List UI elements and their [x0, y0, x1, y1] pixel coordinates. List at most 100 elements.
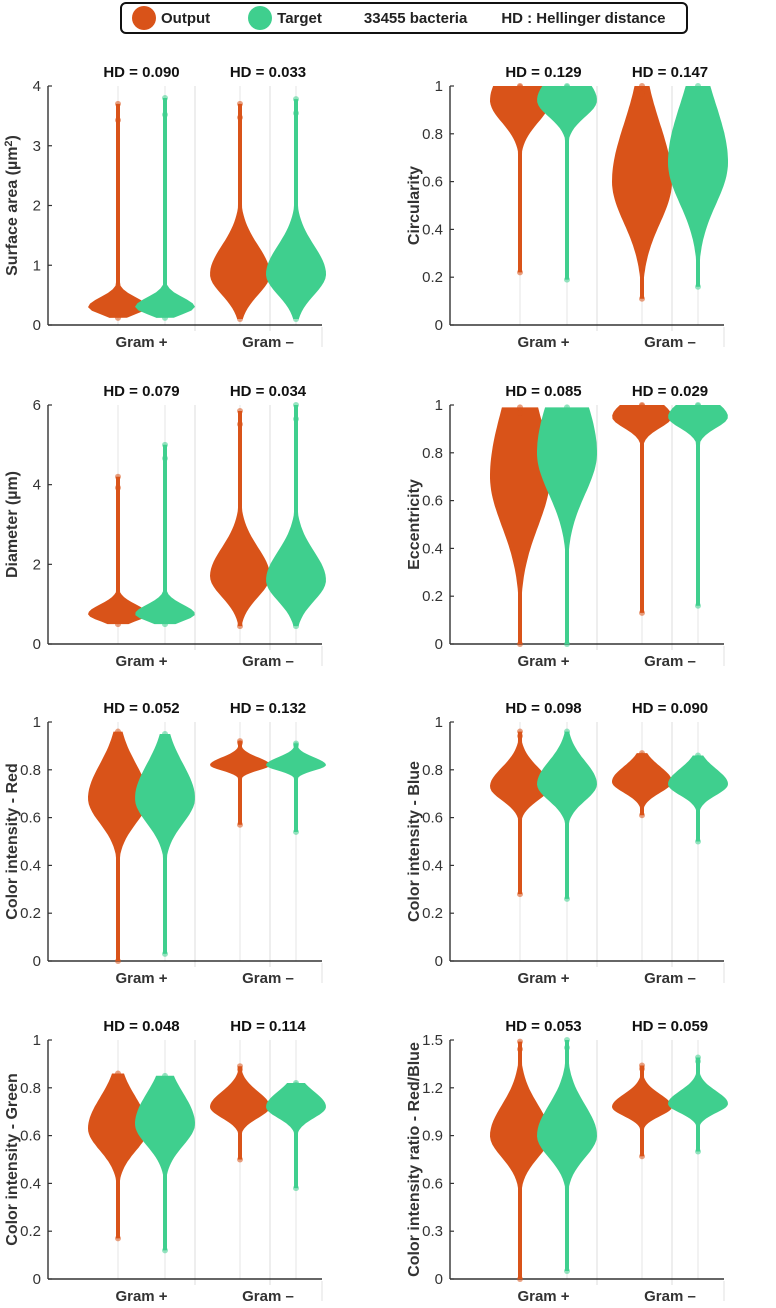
hd-value-label: HD = 0.052	[103, 700, 179, 717]
outlier-point	[517, 728, 523, 735]
violin-chart-6: 0 0.2 0.4 0.6 0.8 1 Color intensity - Blue Gram…	[406, 700, 728, 987]
category-label: Gram –	[644, 334, 696, 351]
y-tick-label: 0.6	[422, 174, 443, 191]
violin-chart-3: 0 2 4 6 Diameter (µm) Gram + HD = 0.079 Gram – H…	[4, 383, 326, 670]
violin-target-gram-positive	[537, 731, 597, 899]
outlier-point	[115, 958, 121, 964]
y-tick-label: 0.6	[422, 493, 443, 510]
y-tick-label: 1	[435, 397, 443, 414]
outlier-point	[237, 100, 243, 107]
violin-output-gram-positive	[490, 731, 550, 895]
violin-output-gram-negative	[612, 1065, 672, 1157]
outlier-point	[695, 402, 701, 409]
y-tick-label: 0.2	[422, 905, 443, 922]
outlier-point	[162, 621, 168, 628]
hd-value-label: HD = 0.098	[505, 700, 581, 717]
outlier-point	[293, 623, 299, 630]
hd-value-label: HD = 0.033	[230, 64, 306, 81]
outlier-point	[564, 408, 570, 415]
category-label: Gram +	[115, 653, 167, 670]
y-tick-label: 0.8	[422, 126, 443, 143]
outlier-point	[639, 90, 645, 97]
y-tick-label: 3	[33, 138, 41, 155]
outlier-point	[237, 407, 243, 414]
y-tick-label: 1	[33, 1032, 41, 1049]
y-tick-label: 2	[33, 198, 41, 215]
y-tick-label: 0	[33, 1271, 41, 1288]
outlier-point	[695, 89, 701, 96]
violin-target-gram-positive	[537, 407, 597, 644]
y-tick-label: 0	[435, 953, 443, 970]
outlier-point	[162, 314, 168, 321]
violin-target-gram-negative	[668, 86, 728, 287]
outlier-point	[237, 316, 243, 323]
outlier-point	[639, 609, 645, 616]
hd-value-label: HD = 0.132	[230, 700, 306, 717]
outlier-point	[162, 441, 168, 448]
outlier-point	[115, 1074, 121, 1081]
violin-output-gram-negative	[210, 1066, 270, 1160]
violin-output-gram-positive	[490, 407, 550, 644]
outlier-point	[293, 1081, 299, 1088]
y-tick-label: 1	[33, 714, 41, 731]
violin-output-gram-positive	[88, 103, 148, 318]
y-axis-label: Eccentricity	[406, 479, 423, 570]
y-tick-label: 0.4	[422, 540, 443, 557]
violin-output-gram-negative	[210, 741, 270, 825]
category-label: Gram –	[242, 970, 294, 987]
outlier-point	[517, 1276, 523, 1282]
target-swatch-icon	[248, 6, 273, 30]
violin-output-gram-negative	[612, 405, 672, 613]
y-tick-label: 0.6	[422, 1175, 443, 1192]
outlier-point	[162, 94, 168, 101]
y-axis-label: Color intensity ratio - Red/Blue	[406, 1042, 423, 1277]
outlier-point	[293, 416, 299, 423]
violin-output-gram-negative	[210, 103, 270, 320]
y-tick-label: 0.3	[422, 1223, 443, 1240]
outlier-point	[115, 100, 121, 107]
hd-value-label: HD = 0.090	[103, 64, 179, 81]
y-axis-label: Color intensity - Blue	[406, 761, 423, 922]
violin-target-gram-positive	[135, 98, 195, 318]
outlier-point	[237, 114, 243, 121]
y-tick-label: 0	[435, 1271, 443, 1288]
violin-target-gram-positive	[537, 86, 597, 280]
outlier-point	[564, 728, 570, 735]
outlier-point	[517, 1046, 523, 1053]
outlier-point	[237, 1066, 243, 1073]
violin-output-gram-negative	[612, 86, 672, 299]
hd-value-label: HD = 0.048	[103, 1018, 179, 1035]
outlier-point	[115, 484, 121, 491]
outlier-point	[564, 641, 570, 647]
outlier-point	[162, 1076, 168, 1083]
y-tick-label: 0.2	[20, 1223, 41, 1240]
y-tick-label: 0.6	[20, 1128, 41, 1145]
y-tick-label: 1.2	[422, 1080, 443, 1097]
outlier-point	[564, 1037, 570, 1043]
y-tick-label: 1.5	[422, 1032, 443, 1049]
outlier-point	[115, 1235, 121, 1242]
violin-target-gram-positive	[135, 444, 195, 625]
y-tick-label: 0.2	[422, 588, 443, 605]
outlier-point	[162, 736, 168, 743]
violin-output-gram-positive	[88, 1073, 148, 1239]
violin-target-gram-negative	[266, 1083, 326, 1189]
violin-output-gram-positive	[490, 86, 550, 273]
y-axis-label: Color intensity - Green	[4, 1073, 21, 1245]
outlier-point	[517, 732, 523, 739]
hd-value-label: HD = 0.147	[632, 64, 708, 81]
outlier-point	[695, 602, 701, 609]
outlier-point	[564, 895, 570, 902]
outlier-point	[293, 110, 299, 117]
output-swatch-icon	[132, 6, 156, 30]
y-tick-label: 0.2	[422, 269, 443, 286]
category-label: Gram –	[644, 653, 696, 670]
violin-output-gram-negative	[210, 411, 270, 627]
category-label: Gram +	[517, 970, 569, 987]
y-tick-label: 0.6	[422, 810, 443, 827]
y-tick-label: 0	[33, 317, 41, 334]
category-label: Gram –	[644, 1288, 696, 1305]
outlier-point	[564, 84, 570, 91]
